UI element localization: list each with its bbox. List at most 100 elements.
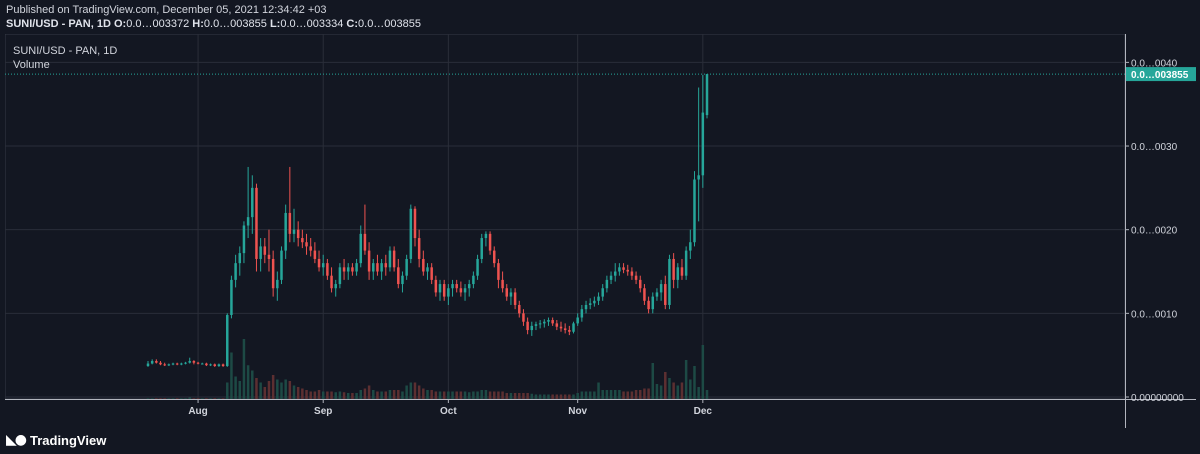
candle-body <box>655 292 659 297</box>
volume-bar <box>359 390 363 399</box>
candle-body <box>263 246 267 255</box>
candle-body <box>509 292 513 297</box>
candle-body <box>346 267 350 272</box>
volume-bar <box>522 393 525 399</box>
chart-panel[interactable]: 0.0…0040 0.0…0030 0.0…0020 0.0…0010 0.000000… <box>5 34 1196 428</box>
volume-bar <box>221 398 225 399</box>
candle-body <box>150 361 154 364</box>
x-tick-label: Dec <box>694 406 713 417</box>
volume-bar <box>346 393 350 399</box>
volume-bar <box>159 398 162 399</box>
candle-body <box>434 279 438 293</box>
volume-bar <box>338 391 342 399</box>
candle-body <box>246 217 250 226</box>
volume-bar <box>276 379 279 399</box>
candle-body <box>317 258 321 268</box>
volume-bar <box>309 391 312 399</box>
volume-bar <box>326 391 329 399</box>
volume-bar <box>313 391 317 399</box>
volume-bar <box>405 385 408 399</box>
candle-body <box>196 362 200 364</box>
volume-bar <box>217 398 221 399</box>
volume-bar <box>196 398 200 399</box>
candle-body <box>647 300 650 310</box>
candle-body <box>409 208 413 259</box>
volume-bar <box>334 392 337 399</box>
volume-bar <box>626 391 629 399</box>
candle-body <box>605 279 609 289</box>
candle-body <box>597 296 600 301</box>
volume-bar <box>284 379 287 399</box>
volume-bar <box>463 391 467 399</box>
x-tick-label: Aug <box>188 406 207 417</box>
volume-bar <box>392 390 396 399</box>
candle-body <box>334 284 337 289</box>
volume-bar <box>601 390 604 399</box>
candle-body <box>543 321 546 324</box>
volume-bar <box>246 365 250 399</box>
candle-body <box>276 279 279 289</box>
candle-body <box>372 263 375 272</box>
candle-body <box>221 364 225 367</box>
volume-bar <box>367 385 371 399</box>
volume-bar <box>363 388 367 399</box>
volume-bar <box>572 394 575 399</box>
x-tick-label: Oct <box>440 406 457 417</box>
volume-bar <box>467 392 471 399</box>
chart-header: Published on TradingView.com, December 0… <box>6 3 421 31</box>
candle-body <box>705 74 709 116</box>
volume-bar <box>230 352 233 399</box>
volume-bar <box>480 390 483 399</box>
candle-body <box>476 258 479 276</box>
volume-bar <box>559 394 563 399</box>
x-tick-label: Sep <box>314 406 332 417</box>
last-price-label: 0.0…003855 <box>1131 70 1189 81</box>
volume-bar <box>242 339 246 399</box>
candlestick-chart[interactable]: 0.0…0040 0.0…0030 0.0…0020 0.0…0010 0.000000… <box>5 34 1196 428</box>
volume-bar <box>426 390 429 399</box>
volume-bar <box>543 394 546 399</box>
y-tick-label: 0.0…0040 <box>1131 58 1178 69</box>
volume-bar <box>676 385 680 399</box>
volume-bar <box>226 382 229 399</box>
candle-body <box>326 263 329 276</box>
candle-body <box>497 263 500 280</box>
volume-bar <box>643 388 646 399</box>
candle-body <box>659 284 663 293</box>
volume-bar <box>167 398 171 399</box>
candle-body <box>572 323 575 332</box>
volume-bar <box>171 398 175 399</box>
volume-bar <box>705 390 709 399</box>
candle-body <box>292 229 296 234</box>
candle-body <box>680 267 684 276</box>
candle-body <box>167 364 171 366</box>
candle-body <box>230 279 233 316</box>
candle-body <box>472 275 475 285</box>
volume-bar <box>271 375 275 399</box>
candle-body <box>301 238 304 243</box>
candle-body <box>672 258 675 280</box>
candle-body <box>430 267 433 280</box>
volume-bar <box>401 391 404 399</box>
legend-symbol: SUNI/USD - PAN, 1D <box>13 45 118 57</box>
volume-bar <box>188 397 191 399</box>
open-value: 0.0…003372 <box>126 18 190 30</box>
symbol-label: SUNI/USD - PAN, 1D <box>6 18 111 30</box>
candle-body <box>488 233 492 251</box>
candle-body <box>451 284 454 289</box>
volume-bar <box>605 390 609 399</box>
volume-bar <box>409 382 413 399</box>
y-tick-label: 0.00000000 <box>1131 393 1184 404</box>
candle-body <box>209 364 212 366</box>
volume-bar <box>342 392 346 399</box>
candle-body <box>684 250 688 276</box>
volume-bar <box>513 393 517 399</box>
volume-bar <box>622 391 625 399</box>
volume-bar <box>509 393 513 399</box>
volume-bar <box>668 378 671 399</box>
candle-body <box>588 303 592 305</box>
volume-bar <box>484 390 488 399</box>
candle-body <box>634 275 638 280</box>
tradingview-logo[interactable]: ◣● TradingView <box>6 431 106 449</box>
candle-body <box>584 304 588 310</box>
